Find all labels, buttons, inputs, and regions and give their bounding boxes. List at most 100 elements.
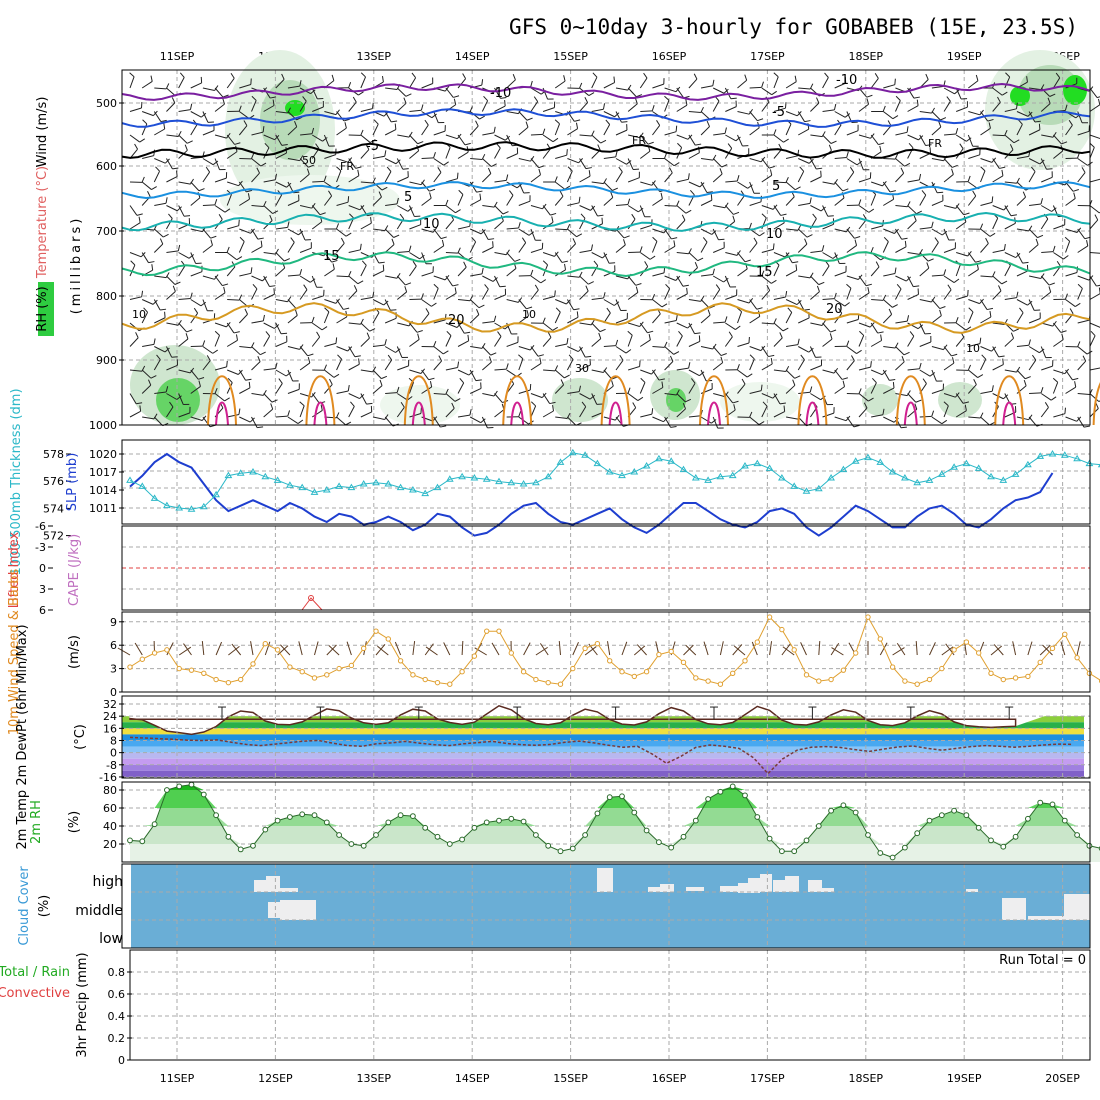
wind-barb [178, 338, 189, 347]
wind-barb [688, 415, 701, 418]
wind-barb-flag [578, 385, 582, 392]
wind-barb-flag [643, 72, 648, 79]
wind-barb-flag [331, 259, 338, 263]
wind-barb [445, 134, 458, 140]
wind-barb [615, 129, 628, 136]
wind-barb [409, 265, 417, 277]
wind10-barb [201, 641, 205, 656]
wind-barb [457, 266, 467, 277]
wind-barb [518, 200, 531, 206]
contour-minus5 [121, 108, 1091, 128]
wind10-point [877, 636, 883, 642]
wind-barb [798, 128, 809, 136]
wind-barb [579, 290, 589, 300]
wind-barb [797, 171, 805, 183]
wind-barb-flag [298, 230, 304, 236]
wind-barb-flag [222, 283, 229, 287]
wind-barb-flag [417, 333, 420, 340]
wind10-point [262, 640, 268, 647]
wind-barb [773, 393, 781, 405]
cloud-bar [720, 886, 738, 892]
wind-barb [749, 416, 760, 425]
wind-barb-flag [874, 73, 879, 79]
wind-barb [530, 248, 543, 253]
wind-barb-flag [530, 155, 535, 162]
wind-barb-flag [320, 404, 323, 411]
wind-barb-flag [842, 380, 846, 387]
wind-barb-flag [991, 196, 994, 203]
wind-barb [1028, 228, 1038, 238]
wind-barb-flag [249, 417, 255, 423]
tick-label: -8 [106, 759, 117, 772]
wind-barb-flag [516, 183, 523, 189]
slp-marker [212, 490, 220, 498]
wind-barb-flag [481, 267, 484, 275]
wind-barb-flag [656, 120, 661, 126]
wind-barb-flag [1001, 169, 1004, 176]
wind-barb [312, 295, 324, 300]
contour-label-p15-b: 15 [756, 265, 773, 280]
wind-barb [530, 289, 539, 300]
wind-barb [615, 203, 628, 206]
wind-barb [238, 313, 248, 324]
wind-barb-flag [906, 315, 910, 322]
wind-barb-flag [615, 339, 619, 346]
wind-barb [822, 181, 835, 185]
wind-barb-flag [310, 89, 316, 95]
wind-barb [907, 393, 917, 403]
wind-barb [688, 152, 700, 159]
wind-barb-flag [1001, 280, 1008, 285]
wind-barb [238, 125, 248, 136]
wind10-point [902, 678, 908, 684]
wind-barb-flag [603, 367, 608, 373]
wind-barb [761, 393, 774, 399]
wind-barb-flag [357, 169, 360, 176]
tick-label: 16 [103, 722, 117, 735]
wind-barb [773, 76, 779, 89]
wind-barb-flag [321, 326, 328, 331]
wind10-barb [215, 641, 223, 656]
wind-barb [591, 134, 601, 144]
wind-barb-flag [627, 198, 631, 205]
wind-barb [980, 390, 993, 394]
slp-marker [716, 472, 725, 480]
wind-barb-flag [367, 214, 374, 217]
tick-label: 900 [96, 354, 117, 367]
wind-barb [1028, 171, 1036, 183]
wind-barb [1016, 252, 1024, 264]
run-total: Run Total = 0 [999, 953, 1086, 968]
wind-barb [1016, 124, 1023, 136]
wind-barb-flag [230, 72, 235, 79]
wind-barb-flag [491, 163, 497, 167]
wind-barb [129, 205, 138, 216]
wind10-barb [584, 646, 597, 656]
wind-barb [785, 81, 797, 89]
wind-barb [894, 100, 901, 112]
wind-barb-flag [931, 410, 935, 417]
date-label-top: 19SEP [947, 50, 982, 63]
wind-barb-flag [302, 96, 307, 102]
wind-barb-flag [782, 327, 789, 332]
wind-barb [494, 105, 506, 112]
temp-band [122, 770, 1084, 777]
wind-barb [737, 195, 745, 206]
date-label-bottom: 16SEP [652, 1072, 687, 1085]
wind10-barb [314, 641, 319, 656]
wind-barb-flag [695, 143, 702, 146]
wind-barb-flag [660, 192, 663, 199]
wind-barb [858, 366, 871, 371]
rh-point [680, 833, 687, 840]
wind-barb [797, 228, 808, 238]
precip-frame [129, 949, 1091, 1061]
wind-barb-flag [505, 174, 509, 181]
wind10-barb [328, 645, 340, 656]
wind-barb-flag [1089, 142, 1095, 148]
temp-band [122, 734, 1084, 741]
wind-barb [1077, 245, 1089, 253]
wind-barb [846, 360, 855, 371]
wind-barb-flag [169, 401, 174, 408]
wind-barb-flag [416, 330, 423, 333]
wind-barb [299, 158, 309, 168]
rh-point [348, 841, 355, 847]
wind-barb [579, 346, 586, 358]
